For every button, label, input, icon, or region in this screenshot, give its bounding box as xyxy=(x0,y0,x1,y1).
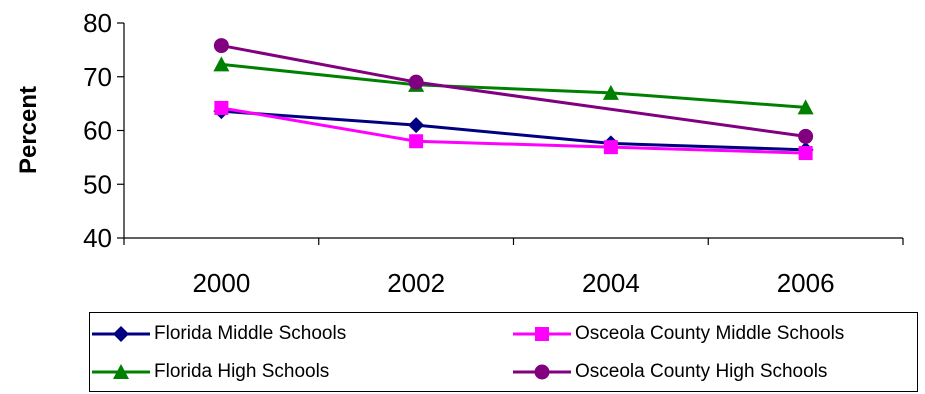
legend-label: Osceola County Middle Schools xyxy=(575,323,845,344)
legend-item-osceola-middle: Osceola County Middle Schools xyxy=(511,319,844,349)
series-1 xyxy=(214,100,813,161)
legend-marker-square-icon xyxy=(513,327,571,341)
data-point xyxy=(214,100,229,115)
y-tick-label: 50 xyxy=(83,169,112,199)
data-point xyxy=(798,128,814,144)
chart-series xyxy=(213,38,814,161)
data-point xyxy=(602,84,619,100)
data-point xyxy=(798,146,813,161)
x-tick-label: 2002 xyxy=(387,268,445,298)
x-tick-label: 2004 xyxy=(582,268,640,298)
x-tick-label: 2000 xyxy=(192,268,250,298)
chart-axes: 40 50 60 70 80 2000 2002 2004 2006 xyxy=(83,8,904,298)
x-tick-label: 2006 xyxy=(777,268,835,298)
data-point xyxy=(213,38,229,54)
legend-label: Florida Middle Schools xyxy=(154,323,347,344)
y-axis-label: Percent xyxy=(15,86,42,174)
series-line xyxy=(221,109,806,152)
data-point xyxy=(409,134,424,149)
data-point xyxy=(408,117,425,134)
legend-marker-triangle-icon xyxy=(92,364,150,379)
legend-item-florida-middle: Florida Middle Schools xyxy=(90,319,346,349)
legend-marker-circle-icon xyxy=(513,364,571,380)
chart-legend: Florida Middle Schools Osceola County Mi… xyxy=(89,312,918,392)
y-tick-label: 80 xyxy=(83,8,112,38)
legend-item-osceola-high: Osceola County High Schools xyxy=(511,357,827,387)
series-2 xyxy=(213,56,814,115)
y-tick-label: 70 xyxy=(83,62,112,92)
chart-plot: 40 50 60 70 80 2000 2002 2004 2006 Percent xyxy=(15,8,904,298)
series-line xyxy=(221,106,806,155)
series-3 xyxy=(213,38,814,144)
data-point xyxy=(213,56,230,72)
series-line xyxy=(221,62,806,109)
data-point xyxy=(408,74,424,90)
legend-label: Florida High Schools xyxy=(154,361,330,382)
data-point xyxy=(603,140,618,155)
y-tick-label: 40 xyxy=(83,223,112,253)
data-point xyxy=(797,99,814,115)
y-tick-label: 60 xyxy=(83,116,112,146)
legend-item-florida-high: Florida High Schools xyxy=(90,357,329,387)
legend-label: Osceola County High Schools xyxy=(575,361,828,382)
legend-marker-diamond-icon xyxy=(92,326,150,342)
